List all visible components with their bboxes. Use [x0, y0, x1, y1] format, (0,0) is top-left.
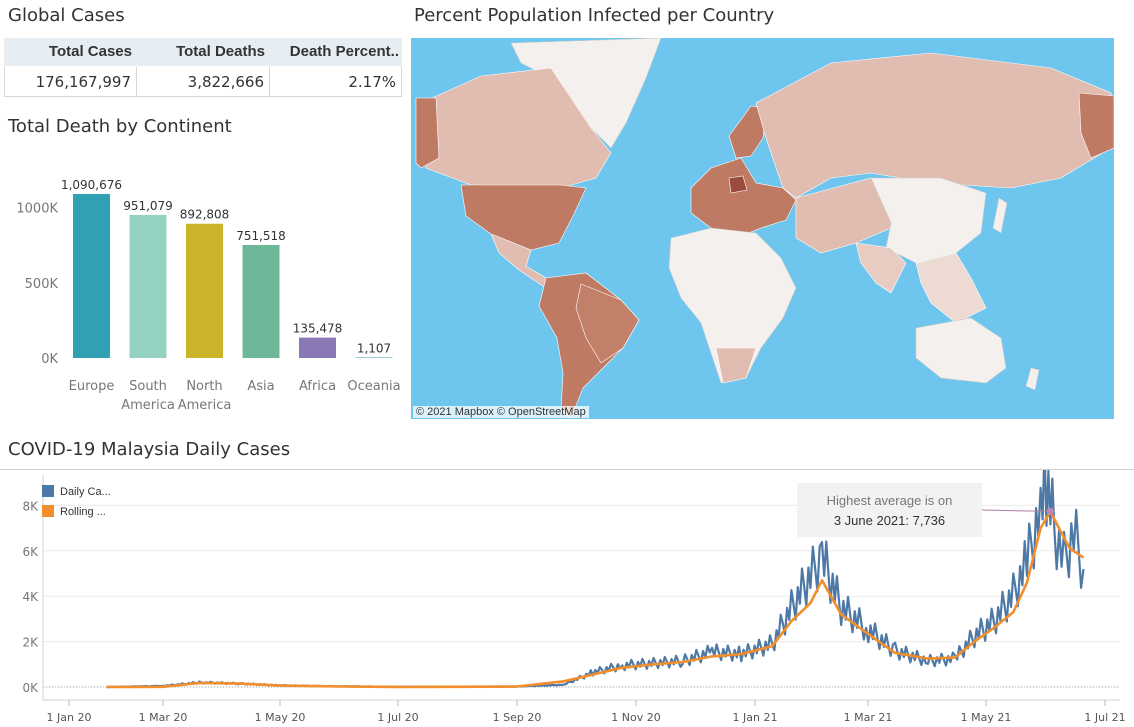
bar-value-label: 951,079	[123, 199, 173, 213]
new-zealand-shape[interactable]	[1025, 367, 1040, 391]
south-africa-shape[interactable]	[715, 347, 757, 384]
continent-bar[interactable]	[186, 223, 223, 358]
y-tick-label: 500K	[25, 277, 59, 292]
value-death-percent: 2.17%	[270, 67, 402, 97]
category-label: North	[186, 379, 222, 394]
usa-shape[interactable]	[460, 184, 587, 251]
y-tick-label: 0K	[41, 352, 58, 367]
south-asia-shape[interactable]	[855, 242, 907, 294]
x-tick-label: 1 May 21	[961, 711, 1012, 724]
category-label: Africa	[299, 379, 336, 394]
x-tick-label: 1 Jan 21	[733, 711, 778, 724]
rolling-average-line[interactable]	[106, 510, 1085, 689]
peak-annotation: Highest average is on 3 June 2021: 7,736	[797, 483, 982, 537]
southeast-asia-shape[interactable]	[915, 252, 987, 324]
map-title: Percent Population Infected per Country	[414, 5, 775, 26]
y-tick-label: 1000K	[16, 202, 58, 217]
continent-bar[interactable]	[73, 193, 110, 358]
brazil-shape[interactable]	[575, 283, 640, 364]
value-total-deaths: 3,822,666	[137, 67, 270, 97]
bar-value-label: 892,808	[180, 208, 230, 222]
continent-bar[interactable]	[242, 244, 280, 358]
category-label: Europe	[69, 379, 115, 394]
category-label: America	[121, 398, 175, 413]
continent-bar[interactable]	[129, 214, 167, 358]
australia-shape[interactable]	[915, 317, 1007, 384]
chart-top-divider	[0, 469, 1134, 470]
legend-item-rolling[interactable]: Rolling ...	[42, 505, 106, 518]
y-tick-label: 2K	[22, 636, 39, 650]
annotation-line-1: Highest average is on	[826, 493, 953, 508]
legend-swatch-rolling	[42, 505, 54, 517]
header-death-percent[interactable]: Death Percent..	[289, 43, 399, 60]
bar-value-label: 1,090,676	[61, 178, 122, 192]
x-tick-label: 1 Sep 20	[493, 711, 542, 724]
annotation-connector	[981, 509, 1051, 512]
scandinavia-shape[interactable]	[728, 105, 767, 159]
y-tick-label: 4K	[22, 590, 39, 604]
malaysia-line-chart: 0K 2K 4K 6K 8K 1 Jan 20 1 Mar 20 1 May 20 1 Jul …	[22, 470, 1126, 724]
x-tick-label: 1 Mar 20	[139, 711, 188, 724]
legend-swatch-daily	[42, 485, 54, 497]
header-total-deaths[interactable]: Total Deaths	[176, 43, 265, 60]
far-east-shape[interactable]	[1078, 92, 1114, 159]
category-label: America	[178, 398, 232, 413]
legend-label-daily: Daily Ca...	[60, 486, 111, 498]
world-map[interactable]: © 2021 Mapbox © OpenStreetMap	[411, 38, 1114, 419]
map-canvas	[415, 38, 1114, 419]
y-tick-label: 8K	[22, 499, 39, 513]
bar-value-label: 135,478	[293, 322, 343, 336]
japan-shape[interactable]	[992, 197, 1008, 234]
category-label: Asia	[247, 379, 274, 394]
czechia-shape[interactable]	[728, 175, 748, 194]
malaysia-chart-title: COVID-19 Malaysia Daily Cases	[8, 439, 291, 460]
russia-shape[interactable]	[755, 52, 1112, 199]
value-total-cases: 176,167,997	[4, 67, 137, 97]
category-label: Oceania	[347, 379, 400, 394]
canada-shape[interactable]	[420, 67, 612, 189]
x-tick-label: 1 Nov 20	[611, 711, 660, 724]
global-cases-table: Total Cases Total Deaths Death Percent..…	[4, 38, 402, 98]
bar-value-label: 1,107	[357, 342, 391, 356]
header-total-cases[interactable]: Total Cases	[48, 43, 132, 60]
alaska-shape[interactable]	[415, 97, 440, 169]
europe-shape[interactable]	[690, 157, 797, 237]
bar-value-label: 751,518	[236, 229, 286, 243]
continent-bar[interactable]	[355, 357, 393, 359]
africa-shape[interactable]	[668, 227, 797, 384]
y-tick-label: 6K	[22, 545, 39, 559]
legend-item-daily[interactable]: Daily Ca...	[42, 485, 111, 498]
x-tick-label: 1 Jan 20	[47, 711, 92, 724]
peak-marker[interactable]	[1046, 507, 1054, 515]
annotation-line-2: 3 June 2021: 7,736	[833, 513, 946, 528]
x-tick-label: 1 Mar 21	[844, 711, 893, 724]
table-header: Total Cases Total Deaths Death Percent..	[4, 38, 402, 66]
y-tick-label: 0K	[22, 681, 39, 695]
global-cases-title: Global Cases	[8, 5, 125, 26]
continent-bar[interactable]	[299, 337, 336, 358]
x-tick-label: 1 May 20	[255, 711, 306, 724]
x-tick-label: 1 Jul 20	[377, 711, 418, 724]
continent-chart-title: Total Death by Continent	[8, 116, 232, 137]
category-label: South	[129, 379, 167, 394]
map-attribution[interactable]: © 2021 Mapbox © OpenStreetMap	[413, 406, 589, 418]
x-tick-label: 1 Jul 21	[1084, 711, 1125, 724]
legend-label-rolling: Rolling ...	[60, 506, 106, 518]
